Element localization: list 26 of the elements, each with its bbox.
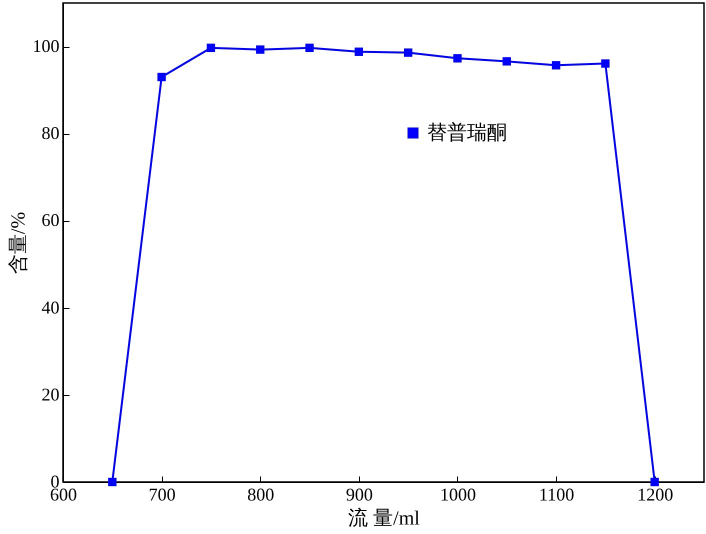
y-axis-title: 含量/% [8,212,30,274]
legend-label: 替普瑞酮 [427,121,507,144]
x-tick-label: 900 [346,484,373,504]
y-tick-label: 80 [42,123,60,144]
y-tick-label: 60 [42,210,60,230]
point [453,54,462,62]
point [502,57,511,66]
y-tick-label: 20 [42,384,60,404]
point [157,72,166,82]
x-axis-title: 流 量/ml [348,508,420,530]
y-tick-label: 40 [42,297,60,318]
x-tick-label: 700 [148,484,176,504]
x-tick-label: 1200 [637,484,674,504]
point [108,478,116,486]
point [305,44,314,52]
y-tick-label: 100 [32,36,60,56]
point [601,59,610,68]
point [256,45,264,54]
point [404,48,412,57]
x-tick-label: 800 [247,484,274,504]
point [354,48,364,56]
point [650,478,659,486]
point [206,44,216,52]
x-tick-label: 1100 [538,484,574,504]
point [552,61,560,70]
x-tick-label: 1000 [440,484,476,504]
